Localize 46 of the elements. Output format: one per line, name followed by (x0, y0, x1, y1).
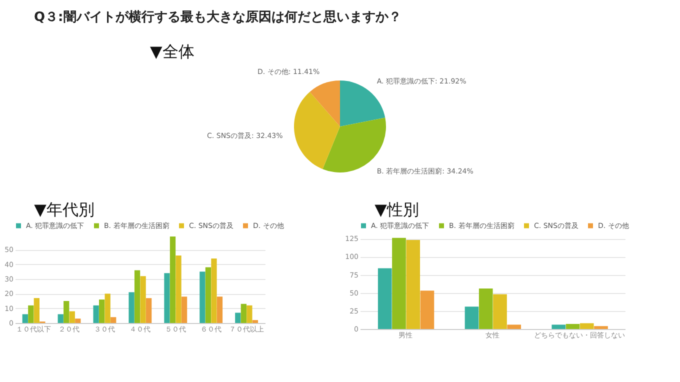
bar (181, 296, 188, 323)
chart-subtitle: ▼全体 (150, 42, 194, 61)
bar (28, 305, 34, 323)
chart-title: ▼性別 (374, 200, 419, 219)
bar (134, 270, 140, 323)
bar (99, 300, 105, 323)
bar (240, 304, 246, 323)
bar (493, 294, 507, 329)
bar (580, 323, 594, 329)
bar (392, 238, 406, 329)
bar (200, 272, 206, 323)
bar (170, 236, 176, 323)
bar (75, 318, 81, 323)
bar (216, 296, 223, 323)
bar (378, 268, 392, 329)
bar (22, 314, 28, 323)
bar (128, 292, 134, 323)
bar (176, 256, 182, 323)
bar (478, 288, 493, 329)
pie-slice (310, 80, 340, 126)
chart-title: Q３:闇バイトが横行する最も大きな原因は何だと思いますか？ (34, 9, 402, 26)
bar (246, 305, 252, 323)
bar (104, 294, 110, 323)
bar (93, 305, 99, 323)
bar (164, 273, 170, 323)
bar (235, 312, 241, 323)
bar (64, 301, 70, 323)
bar (464, 306, 479, 329)
bar (34, 298, 40, 323)
bar (58, 314, 64, 323)
bar (69, 311, 75, 323)
bar (146, 298, 152, 323)
bar (211, 258, 217, 323)
pie-slice (294, 92, 340, 170)
bar (140, 276, 146, 323)
bar (552, 324, 566, 329)
bar (205, 267, 212, 323)
bar (110, 317, 116, 323)
bar (507, 324, 522, 329)
pie-slice (322, 118, 386, 172)
bar (566, 324, 580, 329)
bar (252, 320, 258, 323)
bar (420, 290, 434, 329)
chart-title: ▼年代別 (34, 200, 94, 219)
bar (406, 240, 420, 329)
bar (594, 326, 608, 329)
